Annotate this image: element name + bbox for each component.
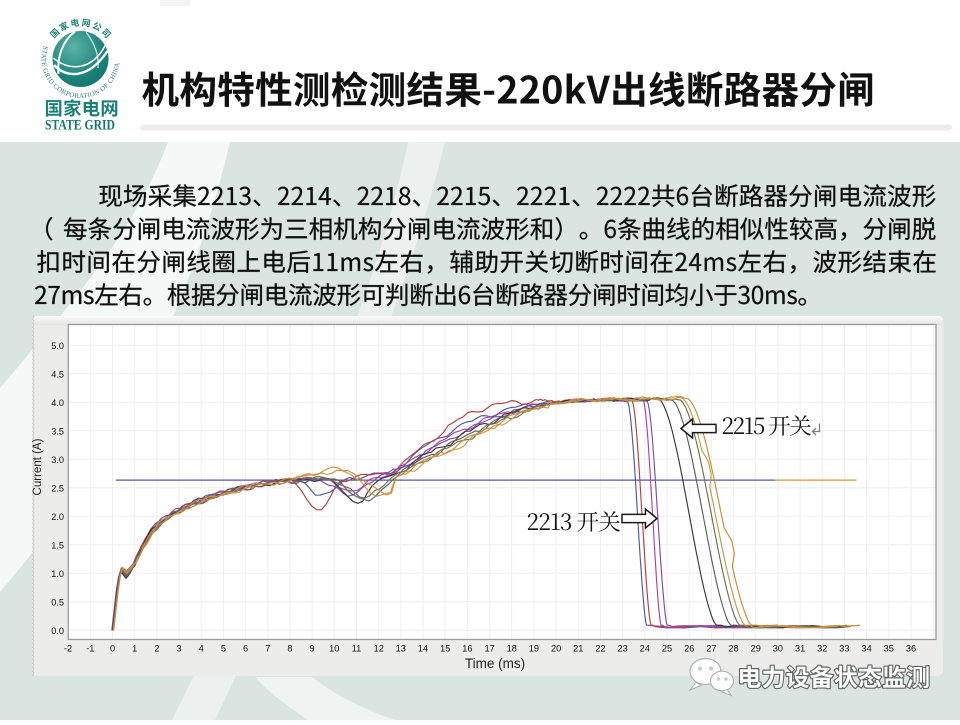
svg-text:23: 23 — [617, 644, 627, 654]
svg-text:30: 30 — [773, 644, 783, 654]
svg-text:0.0: 0.0 — [51, 626, 64, 636]
svg-text:5: 5 — [221, 644, 226, 654]
svg-text:6: 6 — [243, 644, 248, 654]
svg-text:13: 13 — [396, 644, 406, 654]
svg-text:2.0: 2.0 — [51, 512, 64, 522]
svg-text:4: 4 — [199, 644, 204, 654]
svg-text:1: 1 — [132, 644, 137, 654]
svg-text:17: 17 — [484, 644, 494, 654]
svg-text:22: 22 — [595, 644, 605, 654]
svg-text:24: 24 — [640, 644, 650, 654]
svg-text:27: 27 — [706, 644, 716, 654]
svg-text:3.0: 3.0 — [51, 455, 64, 465]
svg-text:15: 15 — [440, 644, 450, 654]
svg-text:2.5: 2.5 — [51, 483, 64, 493]
svg-text:20: 20 — [551, 644, 561, 654]
svg-text:26: 26 — [684, 644, 694, 654]
svg-text:35: 35 — [884, 644, 894, 654]
svg-text:11: 11 — [352, 644, 362, 654]
svg-text:34: 34 — [861, 644, 871, 654]
svg-text:36: 36 — [906, 644, 916, 654]
svg-text:STATE GRID: STATE GRID — [45, 118, 115, 134]
svg-text:25: 25 — [662, 644, 672, 654]
svg-text:28: 28 — [728, 644, 738, 654]
svg-text:-2: -2 — [64, 644, 72, 654]
svg-text:5.0: 5.0 — [51, 341, 64, 351]
svg-text:Current (A): Current (A) — [32, 438, 44, 495]
svg-text:19: 19 — [529, 644, 539, 654]
svg-text:33: 33 — [839, 644, 849, 654]
svg-text:18: 18 — [507, 644, 517, 654]
svg-text:Time (ms): Time (ms) — [465, 656, 525, 671]
svg-text:16: 16 — [462, 644, 472, 654]
svg-text:14: 14 — [418, 644, 428, 654]
svg-text:-1: -1 — [86, 644, 94, 654]
svg-text:0.5: 0.5 — [51, 597, 64, 607]
svg-text:1.0: 1.0 — [51, 569, 64, 579]
svg-text:1.5: 1.5 — [51, 540, 64, 550]
svg-text:7: 7 — [265, 644, 270, 654]
svg-text:4.5: 4.5 — [51, 369, 64, 379]
svg-text:29: 29 — [751, 644, 761, 654]
svg-text:10: 10 — [329, 644, 339, 654]
svg-text:3.5: 3.5 — [51, 426, 64, 436]
svg-text:21: 21 — [573, 644, 583, 654]
svg-text:3: 3 — [176, 644, 181, 654]
svg-text:4.0: 4.0 — [51, 398, 64, 408]
svg-text:0: 0 — [110, 644, 115, 654]
svg-text:8: 8 — [287, 644, 292, 654]
svg-text:31: 31 — [795, 644, 805, 654]
svg-text:2: 2 — [154, 644, 159, 654]
svg-text:32: 32 — [817, 644, 827, 654]
svg-text:9: 9 — [310, 644, 315, 654]
svg-text:12: 12 — [374, 644, 384, 654]
